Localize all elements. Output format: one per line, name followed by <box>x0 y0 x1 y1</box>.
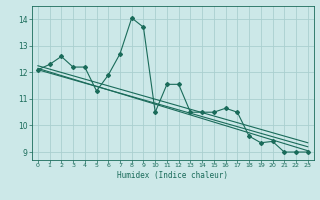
X-axis label: Humidex (Indice chaleur): Humidex (Indice chaleur) <box>117 171 228 180</box>
